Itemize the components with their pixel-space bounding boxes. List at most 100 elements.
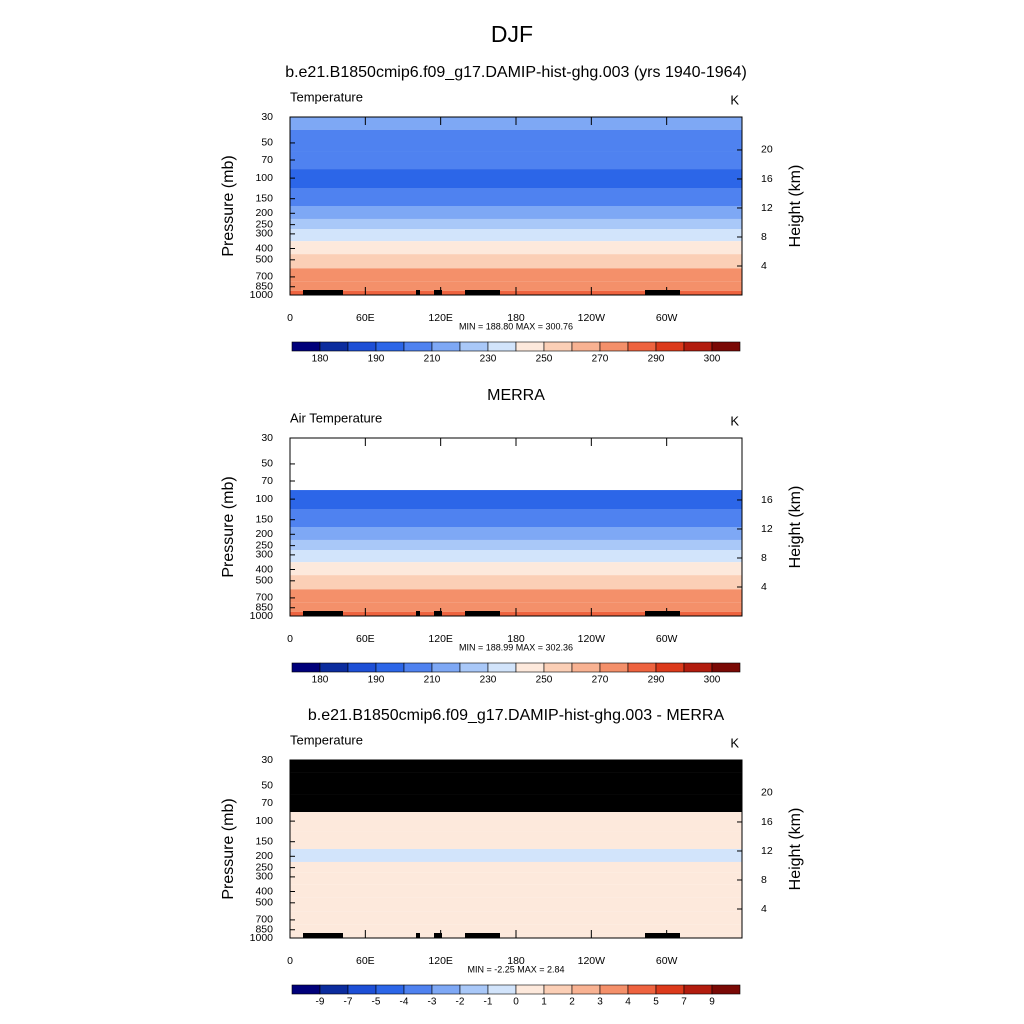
colorbar-box bbox=[711, 662, 741, 673]
y2-axis-label: Height (km) bbox=[787, 808, 804, 891]
colorbar-label: -4 bbox=[400, 997, 409, 1008]
y2-tick-label: 20 bbox=[761, 787, 773, 799]
colorbar-box bbox=[571, 341, 601, 352]
colorbar-label: 230 bbox=[480, 354, 497, 365]
panel-title: b.e21.B1850cmip6.f09_g17.DAMIP-hist-ghg.… bbox=[308, 707, 725, 724]
colorbar-box bbox=[627, 341, 657, 352]
y2-tick-label: 8 bbox=[761, 552, 767, 564]
colorbar-label: 5 bbox=[653, 997, 659, 1008]
contour-band bbox=[290, 490, 742, 510]
colorbar-box bbox=[319, 984, 349, 995]
colorbar-label: 210 bbox=[424, 354, 441, 365]
right-string: K bbox=[730, 92, 739, 107]
colorbar-box bbox=[627, 984, 657, 995]
colorbar-label: -5 bbox=[372, 997, 381, 1008]
y-tick-label: 30 bbox=[261, 432, 273, 444]
contour-band bbox=[290, 575, 742, 590]
y2-tick-label: 16 bbox=[761, 816, 773, 828]
contour-band bbox=[290, 129, 742, 152]
colorbar-box bbox=[459, 662, 489, 673]
y2-tick-label: 12 bbox=[761, 202, 773, 214]
y-tick-label: 70 bbox=[261, 797, 273, 809]
y-tick-label: 1000 bbox=[250, 932, 274, 944]
y-tick-label: 500 bbox=[255, 254, 273, 266]
contour-band bbox=[290, 527, 742, 540]
contour-band bbox=[290, 861, 742, 873]
y-tick-label: 150 bbox=[255, 192, 273, 204]
colorbar-box bbox=[431, 341, 461, 352]
colorbar-label: 0 bbox=[513, 997, 519, 1008]
contour-band bbox=[290, 472, 742, 491]
contour-band bbox=[290, 911, 742, 925]
topography bbox=[465, 611, 500, 616]
colorbar-box bbox=[543, 662, 573, 673]
contour-band bbox=[290, 562, 742, 576]
y-tick-label: 250 bbox=[255, 539, 273, 551]
y-tick-label: 50 bbox=[261, 458, 273, 470]
y-tick-label: 30 bbox=[261, 754, 273, 766]
x-tick-label: 120W bbox=[578, 312, 606, 324]
colorbar-box bbox=[487, 341, 517, 352]
y-tick-label: 500 bbox=[255, 575, 273, 587]
topography bbox=[325, 611, 333, 616]
colorbar-box bbox=[347, 662, 377, 673]
y-tick-label: 200 bbox=[255, 207, 273, 219]
x-tick-label: 120E bbox=[428, 955, 453, 967]
colorbar-label: 180 bbox=[312, 354, 329, 365]
stats: MIN = -2.25 MAX = 2.84 bbox=[467, 964, 564, 974]
y-tick-label: 400 bbox=[255, 242, 273, 254]
colorbar-label: 9 bbox=[709, 997, 715, 1008]
colorbar-label: 250 bbox=[536, 675, 553, 686]
panel-title: b.e21.B1850cmip6.f09_g17.DAMIP-hist-ghg.… bbox=[285, 64, 747, 81]
colorbar-box bbox=[655, 984, 685, 995]
colorbar-label: 300 bbox=[704, 354, 721, 365]
colorbar-box bbox=[711, 984, 741, 995]
colorbar-label: 190 bbox=[368, 675, 385, 686]
colorbar-label: -3 bbox=[428, 997, 437, 1008]
y2-tick-label: 12 bbox=[761, 523, 773, 535]
y-tick-label: 50 bbox=[261, 137, 273, 149]
y-tick-label: 850 bbox=[255, 602, 273, 614]
y-axis-label: Pressure (mb) bbox=[220, 476, 237, 577]
colorbar-label: 270 bbox=[592, 675, 609, 686]
y2-axis-label: Height (km) bbox=[787, 486, 804, 569]
colorbar-box bbox=[459, 341, 489, 352]
x-tick-label: 60W bbox=[656, 955, 678, 967]
contour-band bbox=[290, 812, 742, 832]
contour-band bbox=[290, 254, 742, 269]
x-tick-label: 180 bbox=[507, 633, 525, 645]
colorbar-box bbox=[319, 341, 349, 352]
y-axis-label: Pressure (mb) bbox=[220, 798, 237, 899]
y2-tick-label: 4 bbox=[761, 903, 767, 915]
x-tick-label: 120W bbox=[578, 955, 606, 967]
y2-tick-label: 8 bbox=[761, 874, 767, 886]
colorbar-box bbox=[403, 662, 433, 673]
x-tick-label: 60E bbox=[356, 312, 375, 324]
y-tick-label: 150 bbox=[255, 835, 273, 847]
colorbar-box bbox=[487, 984, 517, 995]
colorbar-box bbox=[375, 341, 405, 352]
colorbar-label: -1 bbox=[484, 997, 493, 1008]
x-tick-label: 120E bbox=[428, 633, 453, 645]
colorbar-box bbox=[571, 984, 601, 995]
y-tick-label: 100 bbox=[255, 172, 273, 184]
y2-tick-label: 20 bbox=[761, 144, 773, 156]
y2-axis-label: Height (km) bbox=[787, 165, 804, 248]
stats: MIN = 188.99 MAX = 302.36 bbox=[459, 642, 573, 652]
topography bbox=[303, 933, 343, 938]
y2-tick-label: 4 bbox=[761, 581, 767, 593]
contour-band bbox=[290, 550, 742, 563]
topography bbox=[416, 933, 420, 938]
y-tick-label: 1000 bbox=[250, 610, 274, 622]
colorbar-label: -2 bbox=[456, 997, 465, 1008]
left-string: Temperature bbox=[290, 89, 363, 104]
x-tick-label: 180 bbox=[507, 955, 525, 967]
colorbar-label: 1 bbox=[541, 997, 547, 1008]
contour-band bbox=[290, 872, 742, 885]
colorbar-box bbox=[515, 341, 545, 352]
colorbar-label: 3 bbox=[597, 997, 603, 1008]
x-tick-label: 0 bbox=[287, 955, 293, 967]
contour-band bbox=[290, 509, 742, 527]
contour-band bbox=[290, 229, 742, 242]
contour-band bbox=[290, 218, 742, 230]
